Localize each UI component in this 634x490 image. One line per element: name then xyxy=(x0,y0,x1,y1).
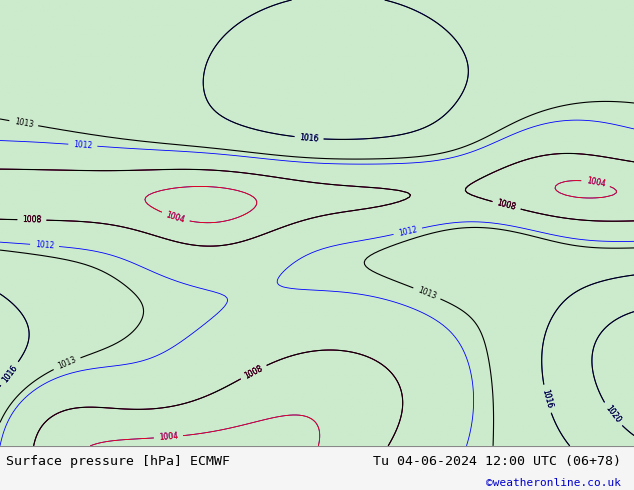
Text: 1020: 1020 xyxy=(603,404,622,425)
Text: Surface pressure [hPa] ECMWF: Surface pressure [hPa] ECMWF xyxy=(6,455,230,468)
Text: 1016: 1016 xyxy=(540,389,553,409)
Text: 1013: 1013 xyxy=(13,117,34,129)
Text: ©weatheronline.co.uk: ©weatheronline.co.uk xyxy=(486,478,621,489)
Text: 1012: 1012 xyxy=(398,225,418,238)
Text: 1008: 1008 xyxy=(496,198,517,212)
Text: 1016: 1016 xyxy=(0,363,19,384)
Text: 1004: 1004 xyxy=(165,210,186,224)
Text: 1008: 1008 xyxy=(496,198,517,212)
Text: 1004: 1004 xyxy=(158,432,179,442)
Text: 1008: 1008 xyxy=(243,364,264,380)
Text: 1016: 1016 xyxy=(299,133,319,143)
Text: 1008: 1008 xyxy=(22,215,42,224)
Text: 1016: 1016 xyxy=(540,389,553,409)
Text: 1013: 1013 xyxy=(417,286,437,301)
Text: 1008: 1008 xyxy=(243,364,264,380)
Text: 1008: 1008 xyxy=(496,198,517,212)
Text: 1004: 1004 xyxy=(585,176,606,189)
Text: 1004: 1004 xyxy=(165,210,186,224)
Text: 1008: 1008 xyxy=(243,364,264,380)
Text: 1004: 1004 xyxy=(158,432,179,442)
Text: 1020: 1020 xyxy=(603,404,622,425)
Text: 1008: 1008 xyxy=(22,215,42,224)
Text: Tu 04-06-2024 12:00 UTC (06+78): Tu 04-06-2024 12:00 UTC (06+78) xyxy=(373,455,621,468)
Text: 1012: 1012 xyxy=(73,140,93,150)
Text: 1004: 1004 xyxy=(585,176,606,189)
Text: 1012: 1012 xyxy=(35,240,55,250)
Text: 1008: 1008 xyxy=(22,215,42,224)
Text: 1013: 1013 xyxy=(56,355,77,371)
Text: 1016: 1016 xyxy=(0,363,19,384)
Text: 1016: 1016 xyxy=(299,133,319,143)
